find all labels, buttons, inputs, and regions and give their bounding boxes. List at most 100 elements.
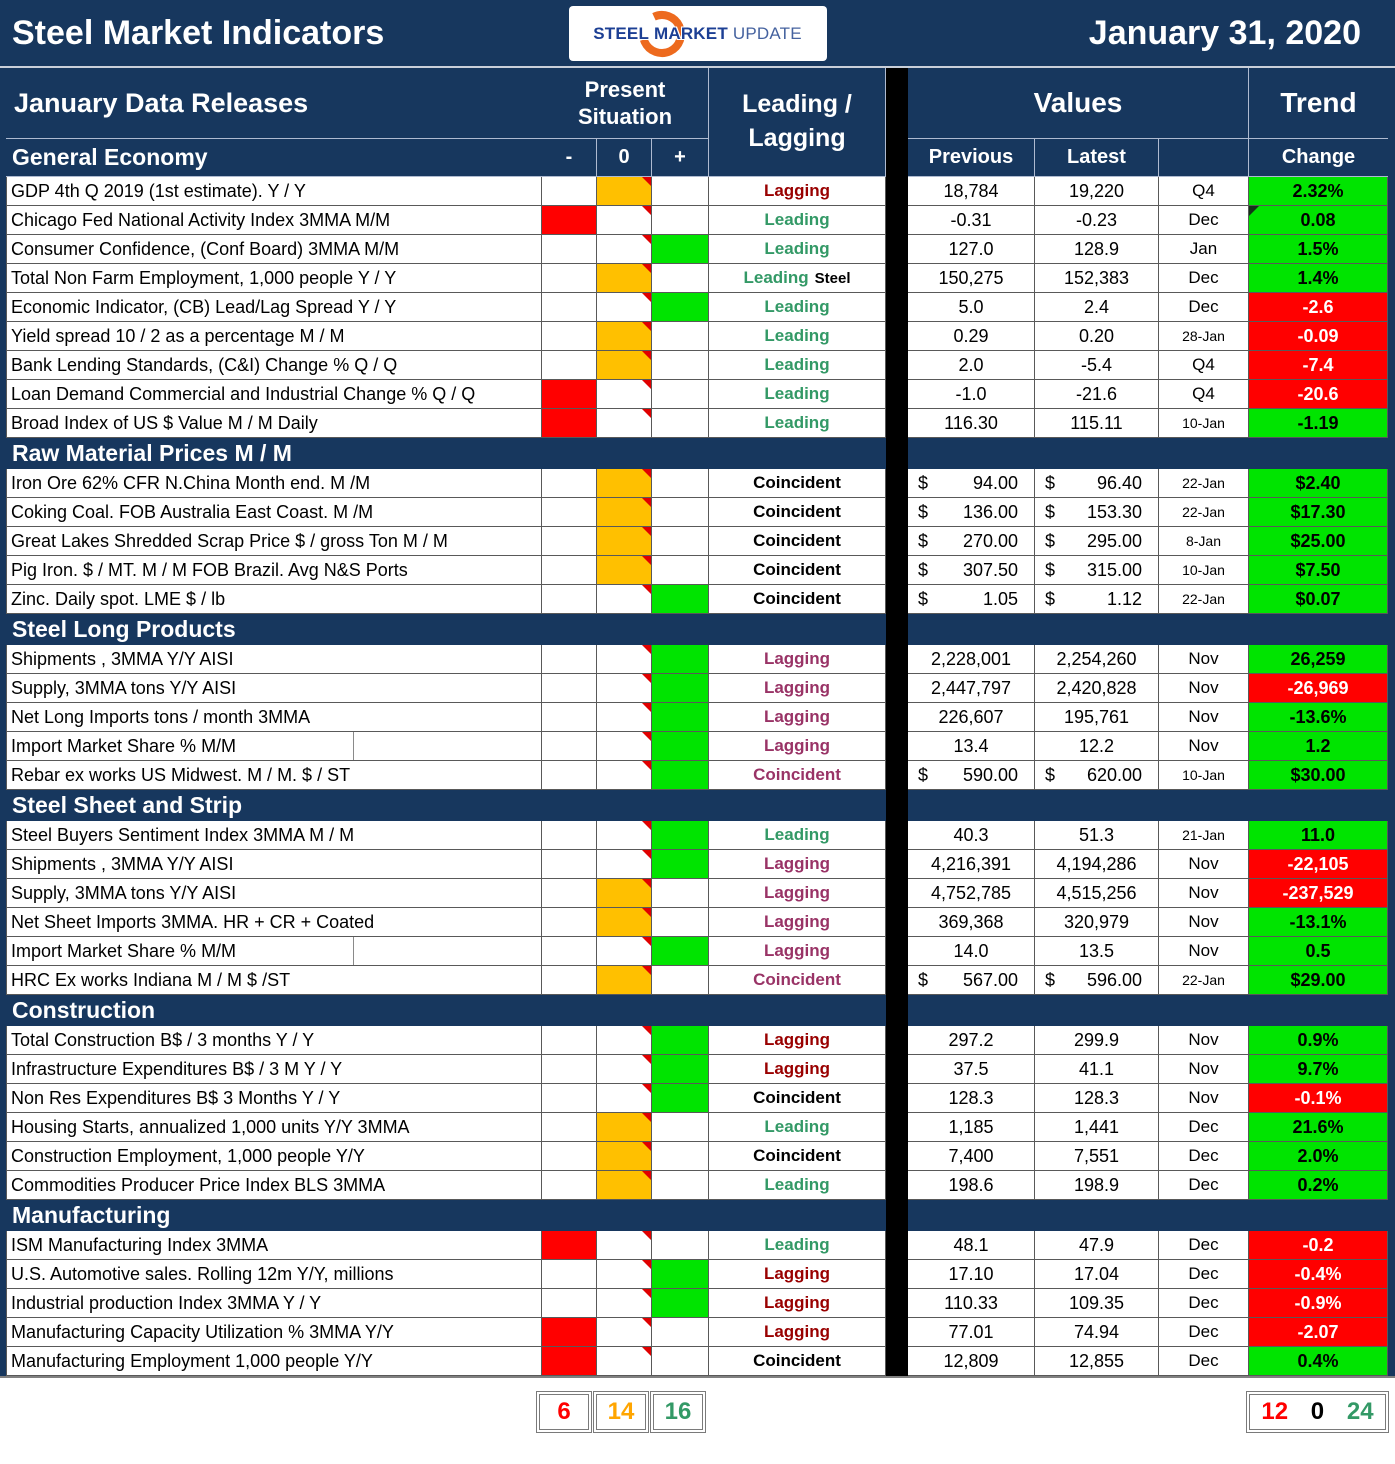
previous-value-cell: 128.3	[908, 1084, 1035, 1113]
situation-zero-cell	[597, 937, 652, 966]
column-divider	[886, 821, 908, 850]
classification-cell: Lagging	[709, 937, 886, 966]
dollar-sign: $	[918, 472, 929, 493]
situation-zero-cell	[597, 1142, 652, 1171]
period-cell: 8-Jan	[1159, 527, 1249, 556]
situation-plus-cell	[652, 908, 709, 937]
column-divider	[886, 645, 908, 674]
section-header-manufacturing: Manufacturing	[6, 1200, 1389, 1231]
indicator-label: Import Market Share % M/M	[6, 732, 542, 761]
column-divider	[886, 1260, 908, 1289]
column-divider	[886, 995, 908, 1026]
indicator-row-commodities-producer-price-index-bls-3mm: Commodities Producer Price Index BLS 3MM…	[6, 1171, 1389, 1200]
situation-plus-cell	[652, 732, 709, 761]
trend-change-cell: -0.09	[1249, 322, 1388, 351]
section-title: Steel Sheet and Strip	[12, 792, 243, 818]
situation-zero-cell	[597, 732, 652, 761]
trend-change-cell: 1.4%	[1249, 264, 1388, 293]
dollar-sign: $	[1045, 764, 1056, 785]
previous-value-cell: -1.0	[908, 380, 1035, 409]
situation-plus-cell	[652, 177, 709, 206]
trend-change-cell: -26,969	[1249, 674, 1388, 703]
previous-value-cell: 77.01	[908, 1318, 1035, 1347]
situation-zero-cell	[597, 177, 652, 206]
situation-minus-cell	[542, 1347, 597, 1376]
header-change: Change	[1249, 139, 1388, 177]
situation-minus-cell	[542, 351, 597, 380]
trend-change-cell: -1.19	[1249, 409, 1388, 438]
column-divider	[886, 1318, 908, 1347]
situation-zero-cell	[597, 235, 652, 264]
latest-value-cell: 128.9	[1035, 235, 1159, 264]
situation-zero-cell	[597, 1113, 652, 1142]
latest-value-cell: 17.04	[1035, 1260, 1159, 1289]
situation-zero-cell	[597, 879, 652, 908]
classification-cell: Coincident	[709, 469, 886, 498]
situation-minus-cell	[542, 1084, 597, 1113]
classification-cell: Lagging	[709, 732, 886, 761]
indicator-label: Import Market Share % M/M	[6, 937, 542, 966]
previous-value-cell: $94.00	[908, 469, 1035, 498]
situation-plus-cell	[652, 585, 709, 614]
latest-value-cell: $1.12	[1035, 585, 1159, 614]
situation-plus-cell	[652, 1055, 709, 1084]
situation-zero-cell	[597, 469, 652, 498]
situation-minus-cell	[542, 1113, 597, 1142]
situation-plus-cell	[652, 322, 709, 351]
period-cell: Dec	[1159, 1318, 1249, 1347]
situation-minus-cell	[542, 761, 597, 790]
situation-plus-cell	[652, 761, 709, 790]
situation-minus-cell	[542, 527, 597, 556]
indicator-label: Yield spread 10 / 2 as a percentage M / …	[6, 322, 542, 351]
latest-value-cell: 0.20	[1035, 322, 1159, 351]
trend-change-cell: 0.5	[1249, 937, 1388, 966]
situation-minus-cell	[542, 556, 597, 585]
indicator-label: Infrastructure Expenditures B$ / 3 M Y /…	[6, 1055, 542, 1084]
classification-cell: Leading	[709, 351, 886, 380]
trend-change-cell: -20.6	[1249, 380, 1388, 409]
column-divider	[886, 556, 908, 585]
situation-zero-cell	[597, 585, 652, 614]
latest-value-cell: $596.00	[1035, 966, 1159, 995]
trend-change-cell: $30.00	[1249, 761, 1388, 790]
classification-cell: Coincident	[709, 585, 886, 614]
situation-zero-cell	[597, 380, 652, 409]
period-cell: Nov	[1159, 1084, 1249, 1113]
situation-plus-cell	[652, 1347, 709, 1376]
previous-value-cell: 2,228,001	[908, 645, 1035, 674]
trend-change-cell: -7.4	[1249, 351, 1388, 380]
indicator-row-yield-spread-10-2-as-a-percentage-m-m: Yield spread 10 / 2 as a percentage M / …	[6, 322, 1389, 351]
classification-cell: Leading	[709, 380, 886, 409]
indicator-row-net-sheet-imports-3mma-hr-cr-coated: Net Sheet Imports 3MMA. HR + CR + Coated…	[6, 908, 1389, 937]
situation-minus-cell	[542, 177, 597, 206]
indicator-row-ism-manufacturing-index-3mma: ISM Manufacturing Index 3MMA Leading 48.1 4…	[6, 1231, 1389, 1260]
section-header-construction: Construction	[6, 995, 1389, 1026]
classification-cell: Coincident	[709, 1347, 886, 1376]
classification-cell: Lagging	[709, 1260, 886, 1289]
previous-value-cell: 226,607	[908, 703, 1035, 732]
period-cell: 22-Jan	[1159, 469, 1249, 498]
column-divider	[886, 498, 908, 527]
previous-value-cell: 1,185	[908, 1113, 1035, 1142]
previous-value-cell: 37.5	[908, 1055, 1035, 1084]
classification-cell: Leading	[709, 1113, 886, 1142]
column-divider	[886, 1200, 908, 1231]
situation-plus-cell	[652, 556, 709, 585]
dollar-sign: $	[918, 530, 929, 551]
period-cell: 22-Jan	[1159, 498, 1249, 527]
column-divider	[886, 937, 908, 966]
situation-zero-cell	[597, 703, 652, 732]
classification-cell: Coincident	[709, 556, 886, 585]
classification-cell: Lagging	[709, 1055, 886, 1084]
indicator-row-loan-demand-commercial-and-industrial-ch: Loan Demand Commercial and Industrial Ch…	[6, 380, 1389, 409]
section-band-rest	[908, 995, 1388, 1026]
trend-change-cell: 11.0	[1249, 821, 1388, 850]
latest-value-cell: 195,761	[1035, 703, 1159, 732]
trend-change-cell: 0.4%	[1249, 1347, 1388, 1376]
neutral-count-box: 14	[593, 1391, 649, 1433]
situation-minus-cell	[542, 1289, 597, 1318]
trend-change-cell: -13.1%	[1249, 908, 1388, 937]
situation-plus-cell	[652, 380, 709, 409]
previous-value-cell: $136.00	[908, 498, 1035, 527]
situation-zero-cell	[597, 908, 652, 937]
